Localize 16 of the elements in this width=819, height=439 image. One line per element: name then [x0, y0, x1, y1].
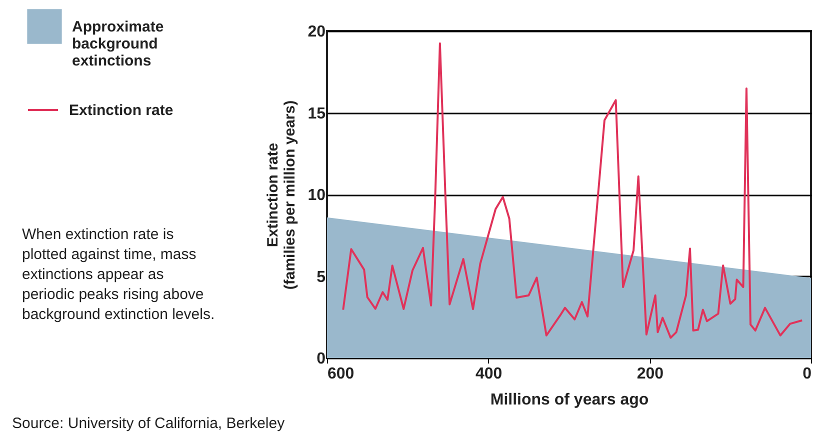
text: When extinction rate is plotted against time, mass extinctions appear as periodic peaks rising above background extinction levels.: [22, 225, 216, 325]
legend-label: Extinction rate: [69, 102, 174, 119]
legend-label: Approximate background extinctions: [72, 18, 164, 70]
x-axis-title: Millions of years ago: [490, 392, 649, 408]
y-tick-label: 0: [316, 350, 326, 368]
x-tick-label: 200: [636, 366, 664, 382]
x-tick-label: 400: [475, 366, 502, 382]
y-tick-label: 5: [316, 268, 326, 286]
y-axis-title: Extinction rate (families per million years): [264, 100, 299, 290]
y-tick-label: 15: [308, 105, 326, 122]
y-tick-label: 20: [308, 24, 326, 40]
x-tick-label: 600: [328, 366, 354, 382]
x-tick-label: 0: [802, 366, 812, 382]
y-tick-label: 10: [308, 187, 326, 204]
line-series: [342, 42, 804, 339]
source-note: Source: University of California, Berkeley: [12, 414, 286, 434]
